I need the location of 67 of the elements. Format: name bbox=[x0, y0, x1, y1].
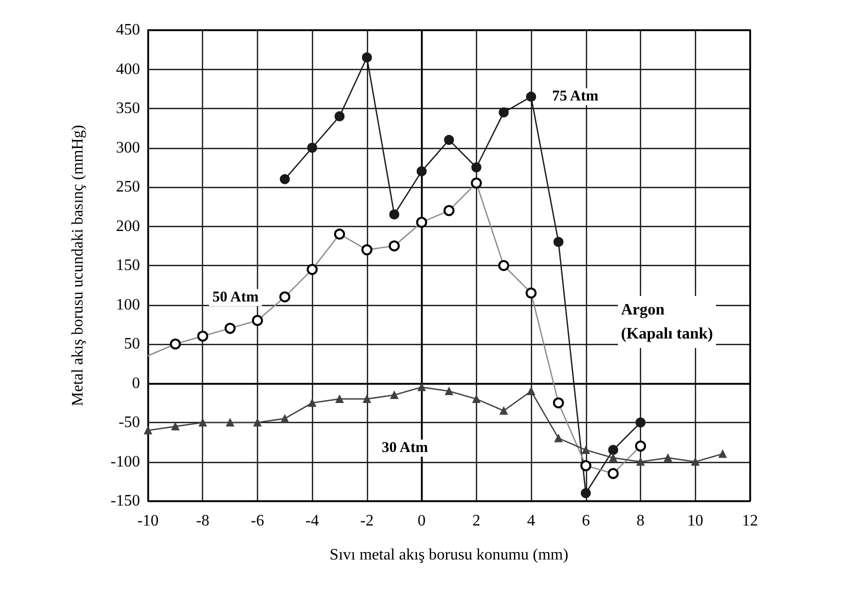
x-tick-label: 4 bbox=[527, 512, 536, 530]
x-tick-label: 0 bbox=[418, 512, 426, 530]
point bbox=[253, 418, 262, 426]
point bbox=[664, 454, 672, 462]
y-tick-label: 250 bbox=[116, 178, 140, 196]
y-tick-label: 400 bbox=[116, 60, 140, 78]
point bbox=[608, 444, 618, 455]
y-tick-label: 150 bbox=[116, 257, 140, 274]
point bbox=[471, 162, 482, 172]
series-label: 50 Atm bbox=[212, 289, 260, 306]
point bbox=[362, 394, 371, 403]
y-tick-label: 300 bbox=[116, 139, 140, 156]
y-tick-label: 350 bbox=[116, 100, 140, 117]
point bbox=[308, 398, 316, 407]
point bbox=[527, 387, 536, 396]
y-tick-label: 100 bbox=[116, 296, 140, 314]
y-tick-label: -150 bbox=[110, 492, 140, 510]
point bbox=[636, 418, 646, 428]
y-axis-title: Metal akış borusu ucundaki basınç (mmHg) bbox=[70, 124, 86, 406]
point bbox=[580, 488, 591, 498]
point bbox=[171, 422, 180, 430]
x-tick-label: -10 bbox=[137, 512, 159, 530]
point bbox=[498, 107, 509, 118]
point bbox=[500, 406, 508, 415]
point bbox=[280, 414, 289, 423]
point bbox=[226, 418, 234, 426]
x-tick-label: -2 bbox=[360, 512, 374, 530]
x-tick-label: -8 bbox=[196, 512, 210, 530]
y-tick-label: 450 bbox=[116, 22, 140, 38]
point bbox=[582, 446, 590, 454]
y-tick-label: 50 bbox=[124, 336, 140, 352]
x-axis-title: Sıvı metal akış borusu konumu (mm) bbox=[330, 546, 568, 564]
x-tick-label: 10 bbox=[687, 512, 704, 530]
x-tick-label: -4 bbox=[306, 512, 319, 530]
point bbox=[445, 387, 453, 396]
point bbox=[334, 111, 345, 122]
y-tick-label: 200 bbox=[116, 218, 140, 235]
y-tick-label: 0 bbox=[132, 374, 140, 392]
point bbox=[144, 426, 152, 434]
point bbox=[444, 134, 454, 145]
point bbox=[416, 166, 427, 176]
point bbox=[390, 391, 398, 400]
point bbox=[553, 236, 564, 247]
point bbox=[718, 450, 727, 458]
x-tick-label: 2 bbox=[472, 512, 480, 530]
point bbox=[389, 209, 400, 220]
point bbox=[554, 434, 562, 442]
point bbox=[362, 52, 372, 62]
point bbox=[636, 458, 645, 466]
x-tick-label: 12 bbox=[742, 512, 758, 530]
annotation: Argon (Kapalı tank) bbox=[620, 302, 713, 342]
text: 30 Atm bbox=[382, 440, 428, 456]
point bbox=[336, 394, 344, 403]
series-label: 75 Atm bbox=[552, 88, 599, 105]
point bbox=[691, 458, 700, 466]
point bbox=[526, 92, 536, 102]
point bbox=[280, 174, 290, 184]
point bbox=[198, 418, 207, 426]
point bbox=[418, 383, 426, 392]
x-tick-label: 8 bbox=[636, 512, 645, 530]
x-tick-label: 6 bbox=[582, 512, 590, 530]
y-tick-label: -50 bbox=[118, 414, 140, 431]
y-tick-label: -100 bbox=[110, 453, 140, 470]
point bbox=[307, 142, 318, 153]
point bbox=[472, 394, 480, 403]
x-tick-label: -6 bbox=[250, 512, 264, 530]
point bbox=[609, 454, 618, 462]
